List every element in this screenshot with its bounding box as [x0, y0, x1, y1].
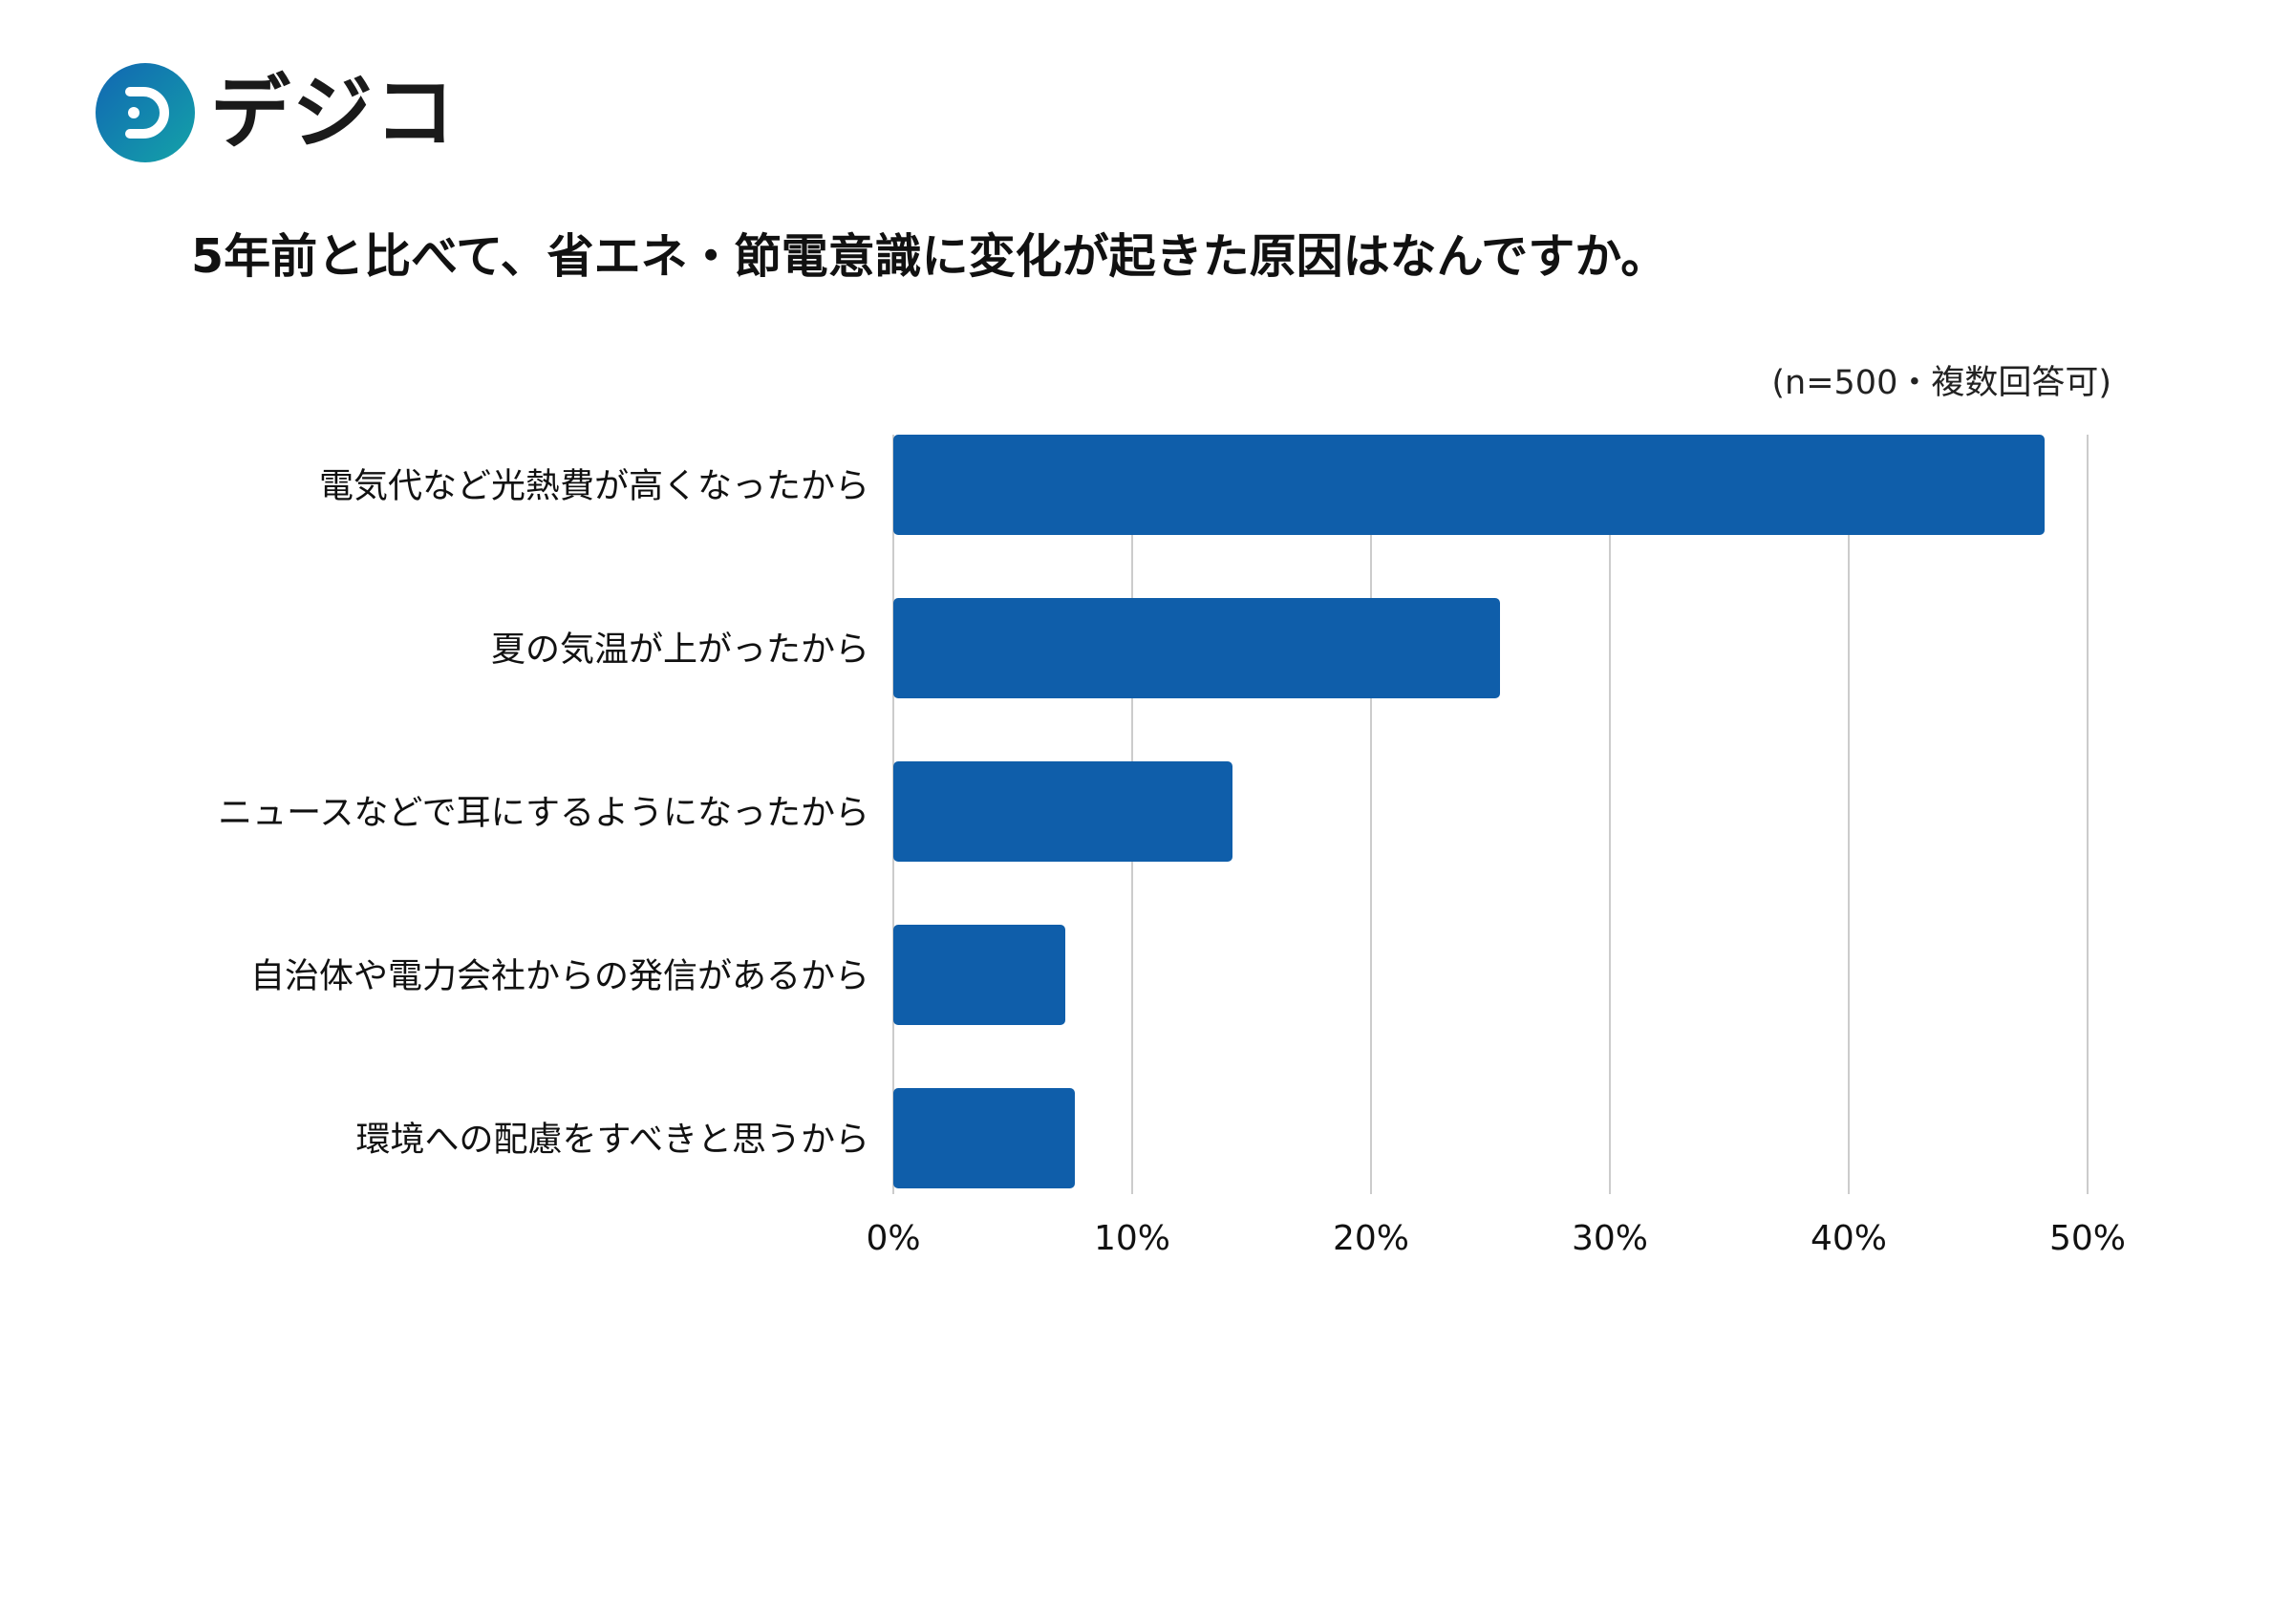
x-tick-label: 10% — [1094, 1219, 1170, 1258]
chart-title: 5年前と比べて、省エネ・節電意識に変化が起きた原因はなんですか。 — [191, 229, 1668, 284]
bar — [893, 761, 1232, 862]
sample-note: (n=500・複数回答可) — [1771, 364, 2111, 402]
bar — [893, 598, 1500, 698]
x-tick-label: 40% — [1811, 1219, 1887, 1258]
x-tick-label: 30% — [1572, 1219, 1648, 1258]
logo-d-icon — [96, 63, 195, 162]
bar — [893, 1088, 1075, 1188]
bar — [893, 435, 2045, 535]
brand-logo: デジコ — [96, 63, 457, 162]
category-label: 電気代など光熱費が高くなったから — [319, 467, 869, 506]
category-label: 夏の気温が上がったから — [491, 630, 869, 670]
bar — [893, 925, 1065, 1025]
x-tick-label: 20% — [1333, 1219, 1409, 1258]
category-label: 環境への配慮をすべきと思うから — [356, 1121, 869, 1160]
brand-name: デジコ — [210, 66, 458, 160]
x-tick-label: 0% — [866, 1219, 920, 1258]
x-tick-label: 50% — [2049, 1219, 2126, 1258]
category-label: 自治体や電力会社からの発信があるから — [250, 957, 869, 996]
category-label: ニュースなどで耳にするようになったから — [218, 794, 869, 833]
